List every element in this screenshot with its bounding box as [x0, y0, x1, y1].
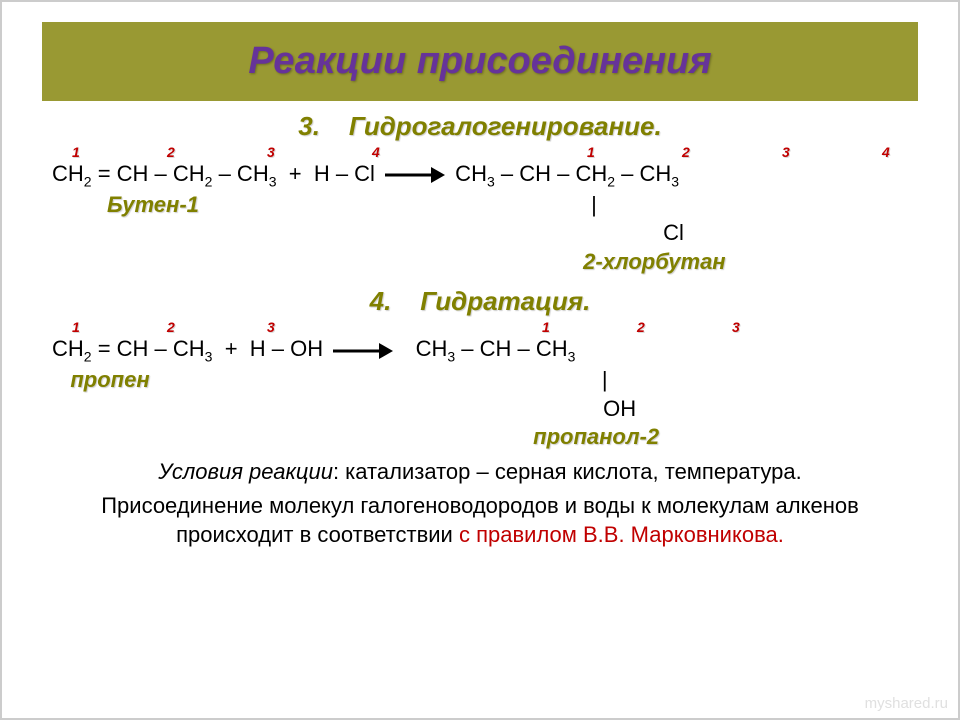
c-num: 3 [782, 144, 790, 160]
rule-text: Присоединение молекул галогеноводородов … [42, 492, 918, 549]
arrow-icon [333, 344, 393, 358]
section4-reaction: CH2 = CH – CH3 + H – OH CH3 – CH – CH3 [52, 335, 918, 366]
reactant-name: пропен [70, 367, 149, 392]
arrow-icon [385, 168, 445, 182]
content-area: 3. Гидрогалогенирование. 1 2 3 4 1 2 3 4… [2, 111, 958, 550]
c-num: 4 [372, 144, 380, 160]
c-num: 2 [637, 319, 645, 335]
c-num: 1 [587, 144, 595, 160]
product-name: 2-хлорбутан [583, 249, 725, 274]
conditions-rest: : катализатор – серная кислота, температ… [333, 459, 802, 484]
c-num: 3 [732, 319, 740, 335]
c-num: 2 [682, 144, 690, 160]
c-num: 4 [882, 144, 890, 160]
section3-carbon-numbers: 1 2 3 4 1 2 3 4 [52, 144, 918, 160]
title-band: Реакции присоединения [42, 22, 918, 101]
c-num: 2 [167, 319, 175, 335]
section3-num: 3. [298, 111, 320, 141]
section3-name: Гидрогалогенирование. [349, 111, 662, 141]
section4-substituent-row: OH [52, 395, 918, 424]
slide-container: Реакции присоединения 3. Гидрогалогениро… [0, 0, 960, 720]
section4-product-name-row: пропанол-2 [52, 423, 918, 452]
c-num: 3 [267, 144, 275, 160]
section3-substituent-row: Cl [52, 219, 918, 248]
c-num: 3 [267, 319, 275, 335]
section3-title: 3. Гидрогалогенирование. [42, 111, 918, 142]
c-num: 1 [72, 144, 80, 160]
c-num: 1 [72, 319, 80, 335]
section4-num: 4. [370, 286, 392, 316]
conditions-label: Условия реакции [158, 459, 333, 484]
rule-highlight: с правилом В.В. Марковникова. [459, 522, 784, 547]
watermark: myshared.ru [865, 695, 948, 712]
section4-title: 4. Гидратация. [42, 286, 918, 317]
product-name: пропанол-2 [533, 424, 659, 449]
section3-labels-row: Бутен-1 | [52, 191, 918, 220]
section4-labels-row: пропен | [52, 366, 918, 395]
reactant-name: Бутен-1 [107, 192, 199, 217]
c-num: 2 [167, 144, 175, 160]
c-num: 1 [542, 319, 550, 335]
substituent: Cl [663, 220, 684, 245]
section3-product-name-row: 2-хлорбутан [52, 248, 918, 277]
section4-name: Гидратация. [420, 286, 590, 316]
section3-reaction: CH2 = CH – CH2 – CH3 + H – Cl CH3 – CH –… [52, 160, 918, 191]
conditions-text: Условия реакции: катализатор – серная ки… [42, 458, 918, 487]
bond-line: | [591, 192, 597, 217]
substituent: OH [603, 396, 636, 421]
slide-title: Реакции присоединения [62, 40, 898, 83]
bond-line: | [602, 367, 608, 392]
section4-carbon-numbers: 1 2 3 1 2 3 [52, 319, 918, 335]
